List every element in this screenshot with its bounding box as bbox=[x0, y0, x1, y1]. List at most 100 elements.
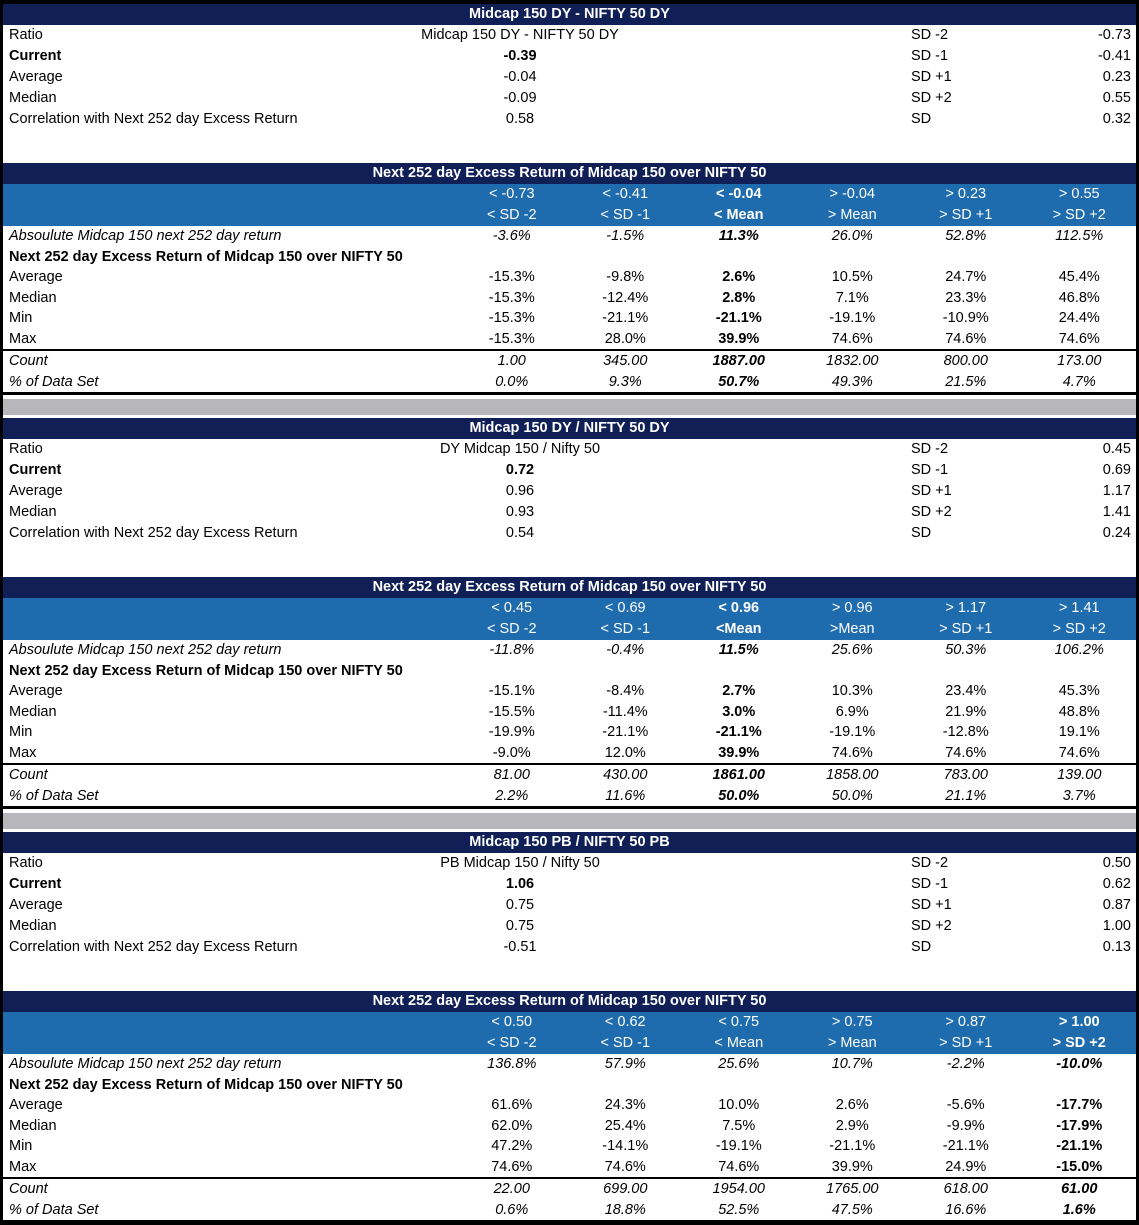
blank-gap bbox=[3, 543, 1136, 577]
stat-row-label: Min bbox=[9, 310, 33, 327]
header-threshold-cell: > 0.75 bbox=[831, 1014, 873, 1031]
summary-row-value: -0.04 bbox=[503, 68, 537, 85]
summary-row: Ratio Midcap 150 DY - NIFTY 50 DY SD -2 -0.… bbox=[3, 25, 1136, 46]
stat-cell: -21.1% bbox=[602, 310, 649, 327]
stat-cell: 74.6% bbox=[718, 1158, 760, 1175]
stat-row: Min -15.3% -21.1% -21.1% -19.1% -10.9% 24.4% bbox=[3, 308, 1136, 329]
blank-gap bbox=[3, 129, 1136, 163]
section-title: Midcap 150 DY / NIFTY 50 DY bbox=[3, 417, 1136, 439]
footer-cell: 4.7% bbox=[1062, 373, 1096, 390]
absolute-return-cell: 11.5% bbox=[718, 642, 759, 659]
sd-value: 0.69 bbox=[1102, 462, 1131, 479]
summary-row-value: 0.93 bbox=[505, 503, 535, 520]
stat-cell: 10.3% bbox=[831, 683, 873, 700]
absolute-return-cell: -2.2% bbox=[946, 1056, 985, 1073]
header-sd-row: < SD -2 < SD -1 < Mean > Mean > SD +1 > SD +2 bbox=[3, 1033, 1136, 1054]
stat-cell: 47.2% bbox=[491, 1138, 533, 1155]
header-threshold-row: < 0.50 < 0.62 < 0.75 > 0.75 > 0.87 > 1.00 bbox=[3, 1012, 1136, 1033]
footer-cell: 49.3% bbox=[831, 373, 873, 390]
table-header: < 0.45 < 0.69 < 0.96 > 0.96 > 1.17 > 1.41 < SD… bbox=[3, 597, 1136, 640]
stat-cell: 10.0% bbox=[718, 1097, 760, 1114]
stat-cell: 74.6% bbox=[1058, 330, 1100, 347]
excess-return-table: Next 252 day Excess Return of Midcap 150… bbox=[3, 990, 1136, 1222]
summary-row-value: 0.72 bbox=[505, 462, 535, 479]
stat-cell: 24.4% bbox=[1058, 310, 1100, 327]
footer-row-label: Count bbox=[9, 353, 48, 370]
header-sd-cell: > SD +2 bbox=[1052, 621, 1106, 638]
header-threshold-cell: > 0.23 bbox=[945, 186, 987, 203]
header-threshold-cell: > 0.96 bbox=[831, 600, 873, 617]
footer-cell: 47.5% bbox=[831, 1201, 873, 1218]
stat-cell: 74.6% bbox=[831, 744, 873, 761]
stat-row-label: Max bbox=[9, 744, 37, 761]
stat-row-label: Average bbox=[9, 269, 63, 286]
summary-row-value: 0.75 bbox=[505, 917, 535, 934]
stat-cell: -8.4% bbox=[606, 683, 645, 700]
stat-cell: -19.9% bbox=[488, 724, 535, 741]
sd-value: 1.00 bbox=[1102, 917, 1131, 934]
summary-row-label: Current bbox=[9, 876, 62, 893]
stat-row: Min -19.9% -21.1% -21.1% -19.1% -12.8% 19.1% bbox=[3, 722, 1136, 743]
footer-cell: 1954.00 bbox=[712, 1181, 765, 1198]
stat-cell: 3.0% bbox=[722, 703, 756, 720]
footer-cell: 699.00 bbox=[603, 1181, 648, 1198]
summary-row: Median -0.09 SD +2 0.55 bbox=[3, 87, 1136, 108]
summary-row: Correlation with Next 252 day Excess Ret… bbox=[3, 522, 1136, 543]
footer-cell: 1765.00 bbox=[826, 1181, 879, 1198]
sd-value: 0.13 bbox=[1102, 938, 1131, 955]
stat-row-label: Max bbox=[9, 330, 37, 347]
header-threshold-cell: > 1.41 bbox=[1058, 600, 1100, 617]
sd-label: SD bbox=[911, 938, 932, 955]
header-sd-cell: <Mean bbox=[715, 621, 762, 638]
footer-cell: 61.00 bbox=[1061, 1181, 1098, 1198]
sd-label: SD +2 bbox=[911, 917, 952, 934]
stat-cell: -11.4% bbox=[602, 703, 648, 720]
stat-cell: -21.1% bbox=[942, 1138, 989, 1155]
group-label-row: Next 252 day Excess Return of Midcap 150… bbox=[3, 660, 1136, 681]
stat-row: Max 74.6% 74.6% 74.6% 39.9% 24.9% -15.0% bbox=[3, 1156, 1136, 1177]
header-sd-cell: < SD -2 bbox=[486, 621, 537, 638]
summary-row: Average 0.75 SD +1 0.87 bbox=[3, 895, 1136, 916]
stat-cell: 48.8% bbox=[1058, 703, 1100, 720]
sd-label: SD +1 bbox=[911, 68, 952, 85]
footer-row-label: Count bbox=[9, 1181, 48, 1198]
summary-row-value: Midcap 150 DY - NIFTY 50 DY bbox=[421, 27, 619, 44]
sd-value: 0.23 bbox=[1102, 68, 1131, 85]
table-title: Next 252 day Excess Return of Midcap 150… bbox=[3, 162, 1136, 184]
absolute-return-cell: 106.2% bbox=[1054, 642, 1104, 659]
sd-value: 0.62 bbox=[1102, 876, 1131, 893]
summary-row-value: 0.96 bbox=[505, 482, 535, 499]
sd-label: SD bbox=[911, 110, 932, 127]
summary-row-label: Correlation with Next 252 day Excess Ret… bbox=[9, 110, 298, 127]
sd-value: 0.50 bbox=[1102, 855, 1131, 872]
stat-cell: 12.0% bbox=[604, 744, 646, 761]
stat-cell: 2.6% bbox=[835, 1097, 869, 1114]
stat-cell: -14.1% bbox=[602, 1138, 649, 1155]
stat-cell: 24.9% bbox=[945, 1158, 987, 1175]
stat-cell: -21.1% bbox=[1056, 1138, 1103, 1155]
footer-cell: 2.2% bbox=[495, 787, 529, 804]
table-title: Next 252 day Excess Return of Midcap 150… bbox=[3, 576, 1136, 598]
header-sd-row: < SD -2 < SD -1 <Mean >Mean > SD +1 > SD +2 bbox=[3, 619, 1136, 640]
stat-row: Max -9.0% 12.0% 39.9% 74.6% 74.6% 74.6% bbox=[3, 742, 1136, 763]
stat-cell: 6.9% bbox=[835, 703, 869, 720]
footer-row: % of Data Set 2.2% 11.6% 50.0% 50.0% 21.1% 3.7… bbox=[3, 785, 1136, 806]
header-threshold-row: < 0.45 < 0.69 < 0.96 > 0.96 > 1.17 > 1.41 bbox=[3, 598, 1136, 619]
summary-row: Ratio DY Midcap 150 / Nifty 50 SD -2 0.45 bbox=[3, 439, 1136, 460]
absolute-return-cell: 11.3% bbox=[718, 228, 759, 245]
stat-cell: 21.9% bbox=[945, 703, 987, 720]
header-threshold-cell: < 0.45 bbox=[491, 600, 533, 617]
stat-cell: -21.1% bbox=[715, 724, 762, 741]
stat-row-label: Average bbox=[9, 1097, 63, 1114]
footer-row: % of Data Set 0.0% 9.3% 50.7% 49.3% 21.5% 4.7% bbox=[3, 371, 1136, 392]
sd-value: 1.41 bbox=[1102, 503, 1131, 520]
footer-cell: 11.6% bbox=[605, 787, 646, 804]
stat-cell: 62.0% bbox=[491, 1117, 533, 1134]
stat-cell: 23.4% bbox=[945, 683, 987, 700]
stat-cell: -12.8% bbox=[942, 724, 989, 741]
sd-value: -0.41 bbox=[1097, 48, 1131, 65]
stat-row-label: Median bbox=[9, 289, 57, 306]
footer-cell: 1832.00 bbox=[826, 353, 879, 370]
header-threshold-row: < -0.73 < -0.41 < -0.04 > -0.04 > 0.23 > 0.55 bbox=[3, 184, 1136, 205]
stat-cell: -15.3% bbox=[488, 269, 535, 286]
